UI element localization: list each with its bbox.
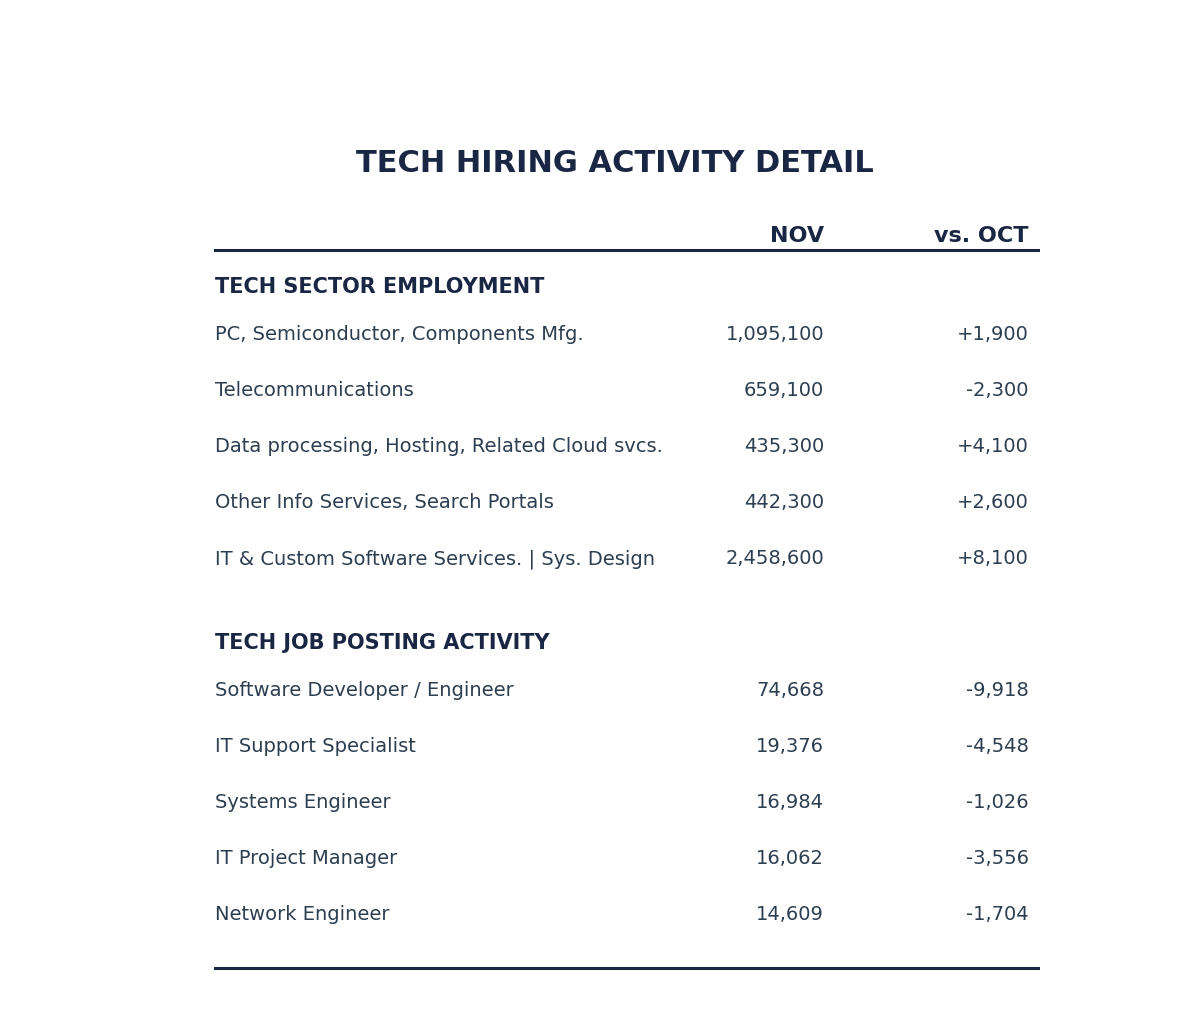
Text: 442,300: 442,300 bbox=[744, 493, 824, 513]
Text: 19,376: 19,376 bbox=[756, 737, 824, 756]
Text: Network Engineer: Network Engineer bbox=[215, 905, 390, 924]
Text: Systems Engineer: Systems Engineer bbox=[215, 794, 391, 812]
Text: Other Info Services, Search Portals: Other Info Services, Search Portals bbox=[215, 493, 554, 513]
Text: TECH JOB POSTING ACTIVITY: TECH JOB POSTING ACTIVITY bbox=[215, 633, 550, 653]
Text: +8,100: +8,100 bbox=[956, 550, 1028, 568]
Text: -9,918: -9,918 bbox=[966, 681, 1028, 700]
Text: +1,900: +1,900 bbox=[956, 326, 1028, 345]
Text: PC, Semiconductor, Components Mfg.: PC, Semiconductor, Components Mfg. bbox=[215, 326, 583, 345]
Text: IT Support Specialist: IT Support Specialist bbox=[215, 737, 416, 756]
Text: 2,458,600: 2,458,600 bbox=[726, 550, 824, 568]
Text: +4,100: +4,100 bbox=[956, 438, 1028, 456]
Text: NOV: NOV bbox=[770, 226, 824, 247]
Text: -1,704: -1,704 bbox=[966, 905, 1028, 924]
Text: IT & Custom Software Services. | Sys. Design: IT & Custom Software Services. | Sys. De… bbox=[215, 550, 655, 569]
Text: IT Project Manager: IT Project Manager bbox=[215, 849, 397, 868]
Text: +2,600: +2,600 bbox=[956, 493, 1028, 513]
Text: Data processing, Hosting, Related Cloud svcs.: Data processing, Hosting, Related Cloud … bbox=[215, 438, 662, 456]
Text: TECH SECTOR EMPLOYMENT: TECH SECTOR EMPLOYMENT bbox=[215, 277, 545, 297]
Text: 435,300: 435,300 bbox=[744, 438, 824, 456]
Text: 1,095,100: 1,095,100 bbox=[726, 326, 824, 345]
Text: Telecommunications: Telecommunications bbox=[215, 381, 414, 400]
Text: 74,668: 74,668 bbox=[756, 681, 824, 700]
Text: vs. OCT: vs. OCT bbox=[935, 226, 1028, 247]
Text: Software Developer / Engineer: Software Developer / Engineer bbox=[215, 681, 514, 700]
Text: -1,026: -1,026 bbox=[966, 794, 1028, 812]
Text: -3,556: -3,556 bbox=[966, 849, 1028, 868]
Text: 16,984: 16,984 bbox=[756, 794, 824, 812]
Text: 14,609: 14,609 bbox=[756, 905, 824, 924]
Text: -4,548: -4,548 bbox=[966, 737, 1028, 756]
Text: -2,300: -2,300 bbox=[966, 381, 1028, 400]
Text: 659,100: 659,100 bbox=[744, 381, 824, 400]
Text: TECH HIRING ACTIVITY DETAIL: TECH HIRING ACTIVITY DETAIL bbox=[356, 149, 874, 178]
Text: 16,062: 16,062 bbox=[756, 849, 824, 868]
